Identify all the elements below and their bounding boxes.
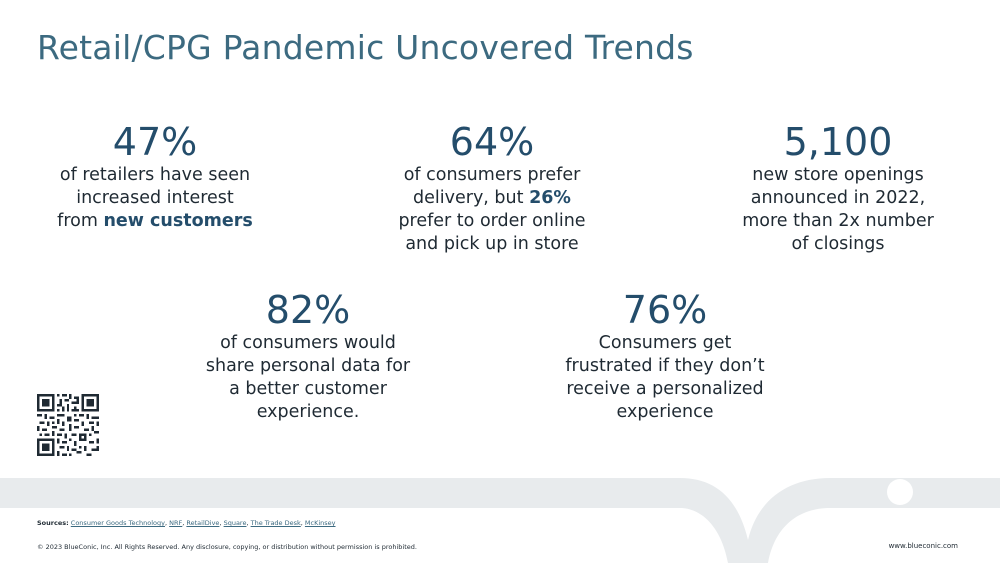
qr-code-icon[interactable] bbox=[37, 394, 99, 456]
source-link[interactable]: McKinsey bbox=[304, 519, 336, 527]
stat-desc-line: experience bbox=[616, 402, 714, 422]
stat-share-data: 82% of consumers would share personal da… bbox=[188, 288, 428, 424]
stat-desc-line: increased interest bbox=[76, 188, 234, 208]
stat-desc-line: of consumers would bbox=[220, 333, 396, 353]
stat-desc-line: experience. bbox=[256, 402, 360, 422]
decorative-footer-band bbox=[0, 478, 1000, 563]
stat-desc-line: of retailers have seen bbox=[59, 165, 251, 185]
stat-desc-line: announced in 2022, bbox=[750, 188, 926, 208]
stat-desc-line: of closings bbox=[791, 234, 885, 254]
copyright-notice: © 2023 BlueConic, Inc. All Rights Reserv… bbox=[37, 543, 417, 551]
stat-desc-text: from bbox=[57, 211, 104, 231]
stat-desc-line: more than 2x number bbox=[742, 211, 934, 231]
stat-value: 5,100 bbox=[783, 120, 893, 164]
stat-description: of consumers prefer delivery, but 26% pr… bbox=[372, 164, 612, 256]
source-link[interactable]: The Trade Desk bbox=[250, 519, 301, 527]
stat-desc-line: Consumers get bbox=[598, 333, 732, 353]
stat-desc-line: and pick up in store bbox=[405, 234, 579, 254]
stat-desc-line: prefer to order online bbox=[398, 211, 586, 231]
stat-delivery-preference: 64% of consumers prefer delivery, but 26… bbox=[372, 120, 612, 256]
stat-value: 47% bbox=[112, 120, 198, 164]
stat-description: new store openings announced in 2022, mo… bbox=[718, 164, 958, 256]
source-link[interactable]: Consumer Goods Technology bbox=[70, 519, 165, 527]
stat-desc-line: new store openings bbox=[752, 165, 924, 185]
stat-value: 82% bbox=[265, 288, 351, 332]
sources-line: Sources: Consumer Goods Technology, NRF,… bbox=[37, 519, 336, 527]
source-link[interactable]: RetailDive bbox=[186, 519, 220, 527]
stat-desc-highlight: new customers bbox=[103, 211, 253, 231]
stat-desc-line: receive a personalized bbox=[566, 379, 764, 399]
page-title: Retail/CPG Pandemic Uncovered Trends bbox=[37, 28, 694, 67]
stat-store-openings: 5,100 new store openings announced in 20… bbox=[718, 120, 958, 256]
stat-desc-highlight: 26% bbox=[529, 188, 571, 208]
stat-desc-line: of consumers prefer bbox=[403, 165, 581, 185]
stat-desc-line: share personal data for bbox=[205, 356, 411, 376]
stat-value: 64% bbox=[449, 120, 535, 164]
stat-personalization: 76% Consumers get frustrated if they don… bbox=[545, 288, 785, 424]
stat-desc-line: frustrated if they don’t bbox=[565, 356, 765, 376]
stat-value: 76% bbox=[622, 288, 708, 332]
stat-desc-line: from new customers bbox=[35, 210, 275, 233]
stat-description: of retailers have seen increased interes… bbox=[35, 164, 275, 233]
sources-label: Sources: bbox=[37, 519, 69, 527]
source-link[interactable]: NRF bbox=[169, 519, 183, 527]
stat-desc-text: delivery, but bbox=[413, 188, 530, 208]
stat-retailers-interest: 47% of retailers have seen increased int… bbox=[35, 120, 275, 233]
stat-desc-line: a better customer bbox=[229, 379, 387, 399]
stat-description: Consumers get frustrated if they don’t r… bbox=[545, 332, 785, 424]
stat-desc-line: delivery, but 26% bbox=[372, 187, 612, 210]
website-link[interactable]: www.blueconic.com bbox=[888, 542, 958, 550]
source-link[interactable]: Square bbox=[223, 519, 247, 527]
stat-description: of consumers would share personal data f… bbox=[188, 332, 428, 424]
